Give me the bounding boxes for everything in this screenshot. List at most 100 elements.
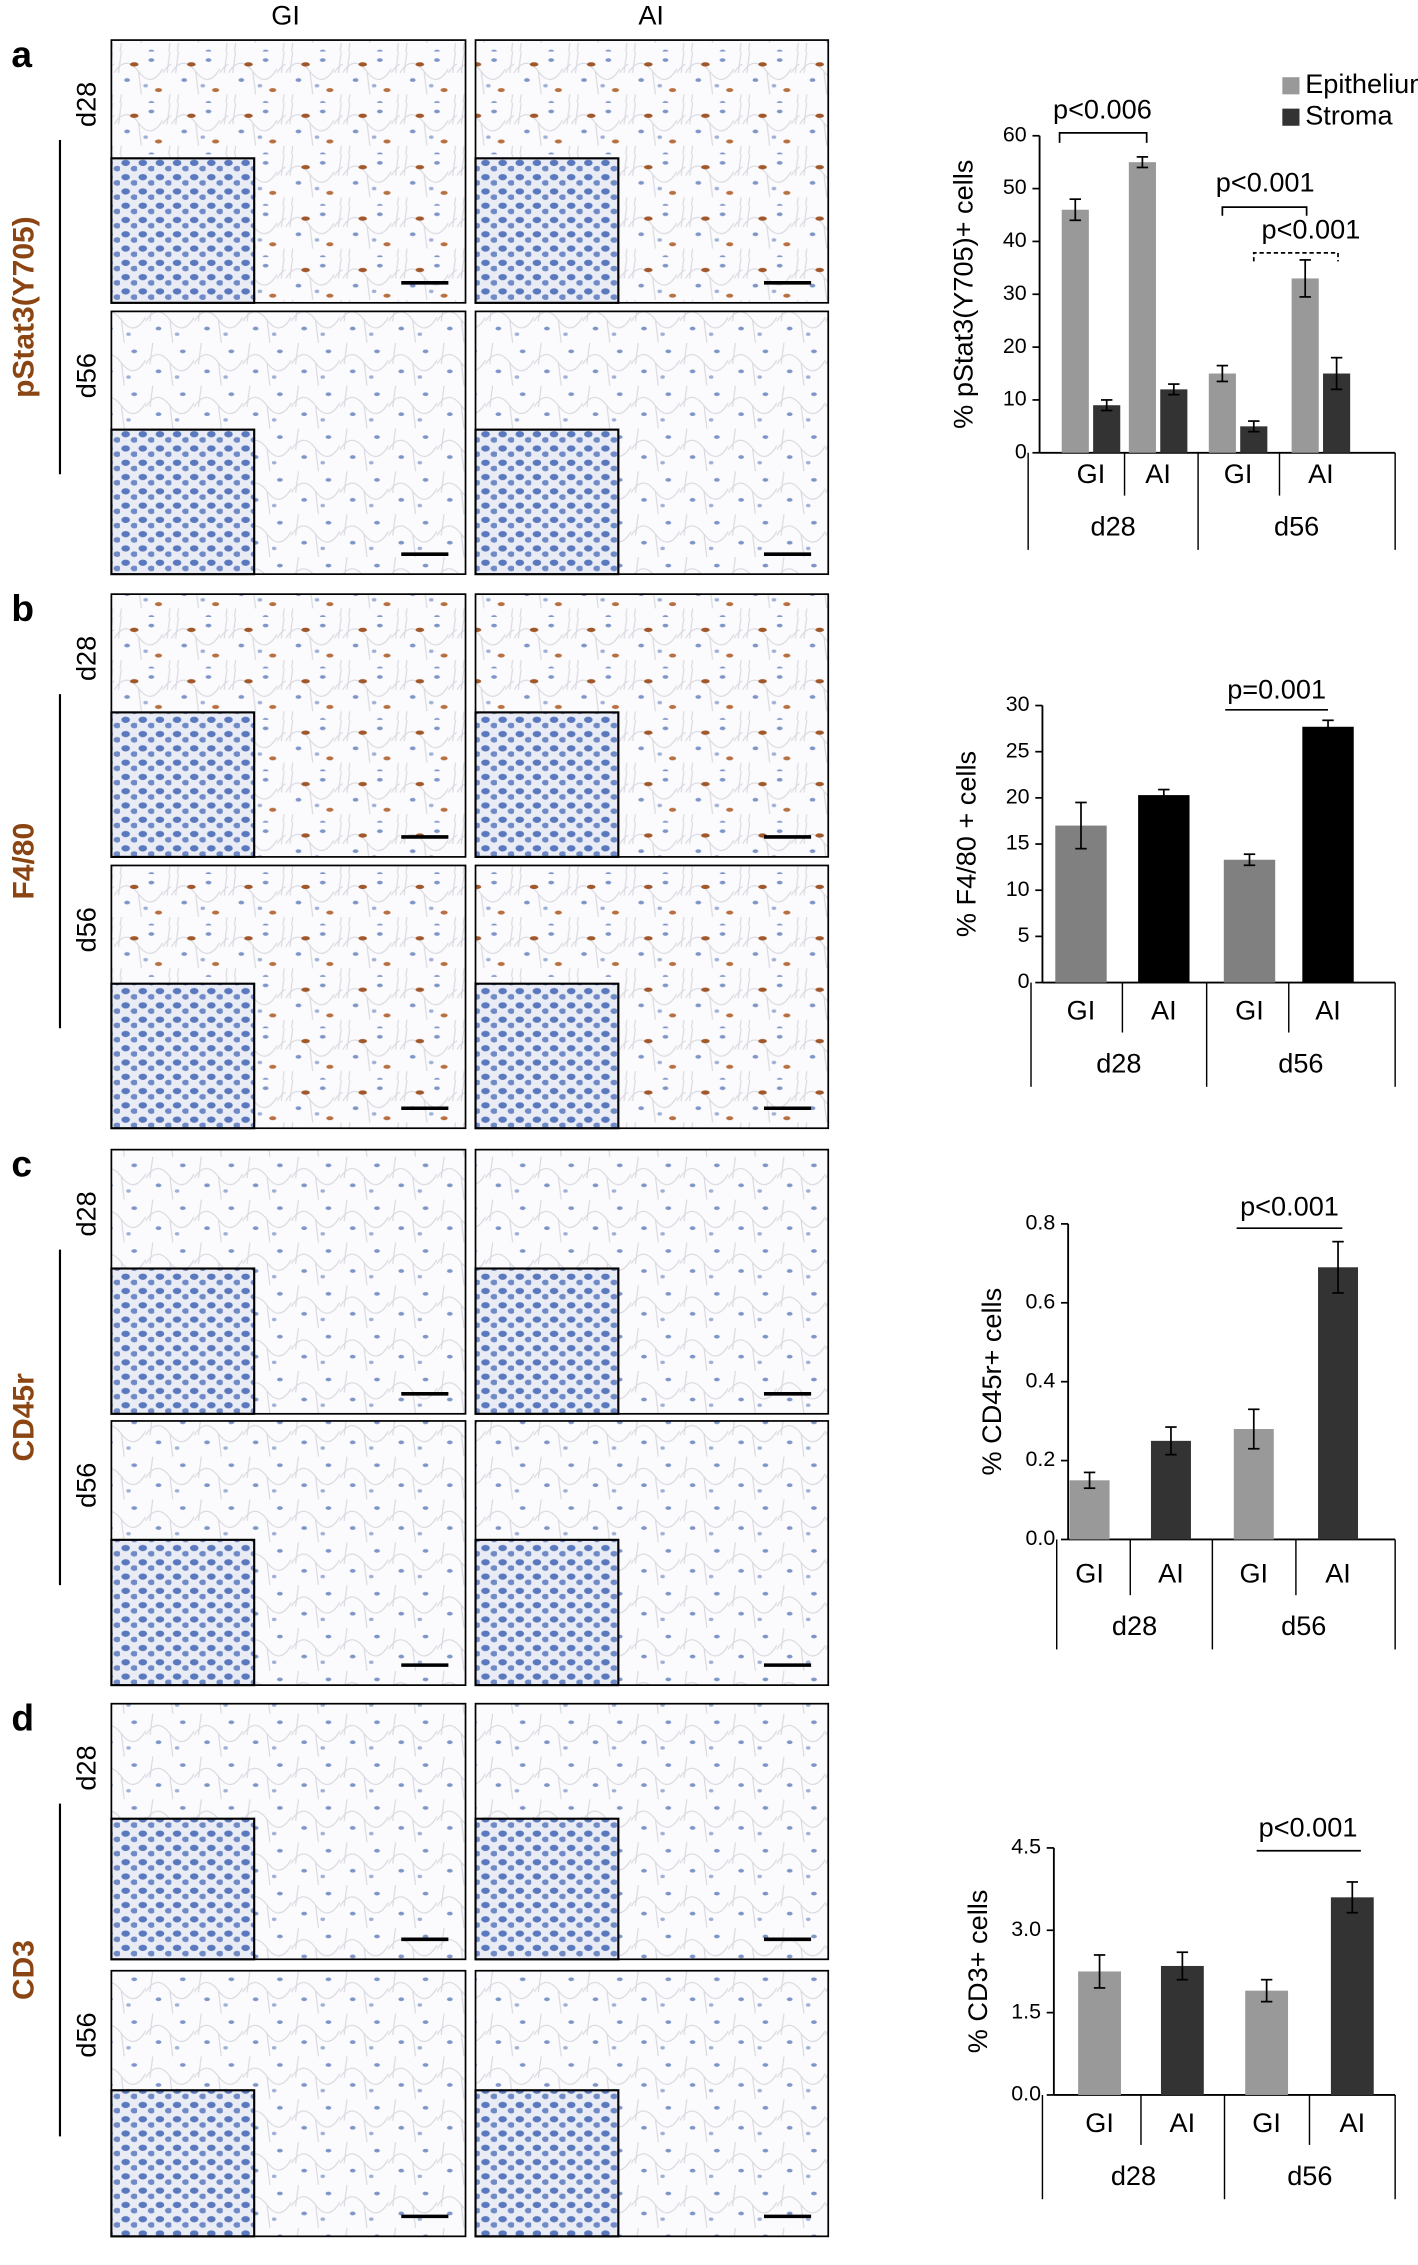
- error-bar: [1083, 1471, 1096, 1490]
- y-tick-label: 0: [1018, 969, 1030, 993]
- x-tick-label: AI: [1145, 458, 1171, 489]
- annotation: p<0.001: [1261, 214, 1360, 245]
- error-bar: [1176, 1951, 1189, 1981]
- row-label: d56: [71, 1463, 102, 1508]
- stain-label: CD45r: [8, 1373, 41, 1462]
- x-tick-label: AI: [1315, 995, 1341, 1026]
- error-bar: [1075, 801, 1087, 850]
- bar: [1160, 1965, 1204, 2095]
- bar: [1245, 1990, 1289, 2095]
- row-label: d28: [71, 636, 102, 681]
- inset: [110, 1817, 256, 1961]
- bar: [1150, 1440, 1191, 1540]
- bar: [1302, 726, 1354, 983]
- stain-label: pStat3(Y705): [8, 216, 41, 398]
- legend-swatch: [1282, 77, 1300, 95]
- y-axis-label: % pStat3(Y705)+ cells: [947, 160, 978, 429]
- y-axis-label: % CD3+ cells: [962, 1890, 993, 2054]
- legend-label: Stroma: [1305, 99, 1393, 130]
- error-bar: [1100, 399, 1113, 412]
- x-tick-label: AI: [1151, 995, 1177, 1026]
- y-tick-label: 0.0: [1026, 1526, 1056, 1550]
- inset: [474, 1267, 620, 1415]
- inset: [110, 982, 256, 1130]
- error-bar: [1158, 788, 1170, 802]
- error-bar: [1093, 1954, 1106, 1989]
- inset: [110, 1267, 256, 1415]
- inset: [110, 1538, 256, 1687]
- row-label: d56: [71, 907, 102, 952]
- panel-letter: c: [11, 1143, 32, 1185]
- group-label: d28: [1090, 511, 1135, 542]
- x-tick-label: AI: [1339, 2107, 1365, 2138]
- row-label: d56: [71, 353, 102, 398]
- y-tick-label: 20: [1006, 785, 1030, 809]
- y-tick-label: 0.6: [1026, 1289, 1056, 1313]
- bar: [1078, 1971, 1121, 2095]
- x-tick-label: AI: [1170, 2107, 1196, 2138]
- row-label: d28: [71, 82, 102, 127]
- bar: [1160, 389, 1188, 453]
- y-tick-label: 4.5: [1011, 1835, 1041, 1859]
- column-header: AI: [638, 0, 664, 30]
- bar: [1061, 209, 1089, 453]
- x-tick-label: AI: [1308, 458, 1334, 489]
- error-bar: [1136, 156, 1149, 169]
- bar: [1318, 1267, 1359, 1540]
- x-tick-label: AI: [1325, 1557, 1351, 1588]
- x-tick-label: GI: [1075, 1557, 1104, 1588]
- inset: [474, 1538, 620, 1687]
- inset: [110, 428, 256, 576]
- significance-bracket: [1058, 132, 1148, 143]
- group-label: d28: [1112, 1610, 1157, 1641]
- error-bar: [1299, 259, 1311, 298]
- y-tick-label: 15: [1006, 831, 1030, 855]
- inset: [474, 1817, 620, 1961]
- row-label: d56: [71, 2012, 102, 2057]
- error-bar: [1243, 853, 1256, 867]
- inset: [474, 711, 620, 858]
- panel-letter: b: [11, 587, 34, 629]
- x-tick-label: GI: [1239, 1557, 1268, 1588]
- x-tick-label: AI: [1158, 1557, 1184, 1588]
- stain-label: F4/80: [8, 823, 41, 900]
- group-label: d56: [1278, 1048, 1323, 1079]
- group-label: d56: [1287, 2160, 1332, 2191]
- error-bar: [1332, 1240, 1344, 1294]
- inset: [110, 2089, 256, 2238]
- x-tick-label: GI: [1077, 458, 1106, 489]
- group-label: d56: [1274, 511, 1319, 542]
- bar: [1069, 1480, 1110, 1540]
- legend-swatch: [1282, 108, 1300, 126]
- x-tick-label: GI: [1067, 995, 1096, 1026]
- error-bar: [1330, 356, 1343, 391]
- significance-bracket: [1221, 206, 1308, 216]
- row-label: d28: [71, 1745, 102, 1790]
- y-tick-label: 0: [1015, 439, 1027, 463]
- y-tick-label: 0.4: [1026, 1368, 1056, 1392]
- x-tick-label: GI: [1085, 2107, 1114, 2138]
- column-header: GI: [271, 0, 300, 30]
- error-bar: [1248, 1408, 1260, 1450]
- x-tick-label: GI: [1224, 458, 1253, 489]
- group-label: d56: [1281, 1610, 1326, 1641]
- inset: [474, 982, 620, 1130]
- panel-letter: d: [11, 1697, 34, 1739]
- error-bar: [1322, 719, 1334, 735]
- error-bar: [1168, 383, 1180, 396]
- inset: [474, 157, 620, 304]
- bar: [1330, 1897, 1374, 2095]
- bar: [1138, 795, 1190, 983]
- y-tick-label: 1.5: [1011, 1999, 1041, 2023]
- bar: [1055, 825, 1107, 983]
- y-tick-label: 10: [1006, 877, 1030, 901]
- row-label: d28: [71, 1191, 102, 1236]
- stain-label: CD3: [8, 1940, 41, 2000]
- y-tick-label: 40: [1003, 228, 1027, 252]
- y-tick-label: 25: [1006, 738, 1030, 762]
- y-tick-label: 0.0: [1011, 2082, 1041, 2106]
- y-tick-label: 50: [1003, 175, 1027, 199]
- error-bar: [1260, 1978, 1273, 2003]
